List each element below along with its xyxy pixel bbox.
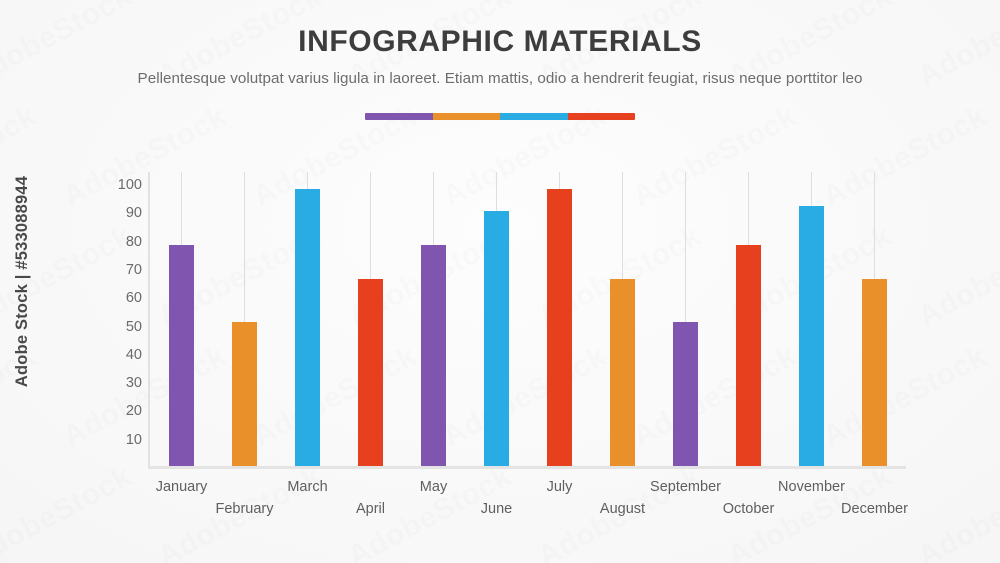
y-axis-tick-10: 10 bbox=[125, 431, 142, 448]
bar-march[interactable] bbox=[295, 188, 320, 466]
x-axis-label-march: March bbox=[287, 479, 328, 495]
x-axis-label-january: January bbox=[155, 479, 208, 495]
accent-rule-segment-2 bbox=[432, 113, 500, 120]
accent-rule-segment-3 bbox=[500, 113, 568, 120]
x-axis-label-column: June bbox=[465, 476, 528, 536]
x-axis-labels: January February March April May June July Augu… bbox=[150, 476, 908, 536]
x-axis-label-december: December bbox=[841, 501, 908, 517]
bar-dropline bbox=[244, 172, 245, 324]
page-subtitle: Pellentesque volutpat varius ligula in l… bbox=[137, 70, 863, 88]
bar-dropline bbox=[874, 172, 875, 282]
bar-column bbox=[654, 172, 717, 468]
x-axis-label-column: July bbox=[528, 476, 591, 536]
x-axis-label-column: March bbox=[276, 476, 339, 536]
bar-chart: 100 90 80 70 60 50 40 30 20 10 bbox=[96, 172, 908, 474]
bar-april[interactable] bbox=[358, 279, 383, 466]
y-axis-line bbox=[148, 172, 150, 468]
bar-series bbox=[150, 172, 906, 468]
bar-dropline bbox=[811, 172, 812, 208]
accent-rule-segment-4 bbox=[567, 113, 635, 120]
x-axis-label-column: November bbox=[778, 476, 845, 536]
page-title: INFOGRAPHIC MATERIALS bbox=[298, 25, 702, 58]
bar-october[interactable] bbox=[736, 245, 761, 466]
bar-column bbox=[339, 172, 402, 468]
x-axis-label-october: October bbox=[722, 501, 775, 517]
x-axis-label-june: June bbox=[480, 501, 513, 517]
x-axis-label-august: August bbox=[599, 501, 646, 517]
bar-december[interactable] bbox=[862, 279, 887, 466]
bar-column bbox=[276, 172, 339, 468]
bar-february[interactable] bbox=[232, 321, 257, 466]
chart-header: INFOGRAPHIC MATERIALS Pellentesque volut… bbox=[0, 25, 1000, 89]
bar-dropline bbox=[181, 172, 182, 248]
bar-may[interactable] bbox=[421, 245, 446, 466]
bar-column bbox=[150, 172, 213, 468]
x-axis-label-column: April bbox=[339, 476, 402, 536]
bar-july[interactable] bbox=[547, 188, 572, 466]
bar-column bbox=[528, 172, 591, 468]
x-axis-label-column: December bbox=[841, 476, 908, 536]
y-axis-tick-30: 30 bbox=[125, 374, 142, 391]
bar-august[interactable] bbox=[610, 279, 635, 466]
x-axis-label-september: September bbox=[650, 479, 721, 495]
accent-rule bbox=[365, 113, 635, 120]
bar-column bbox=[465, 172, 528, 468]
x-axis-label-column: October bbox=[717, 476, 780, 536]
bar-june[interactable] bbox=[484, 211, 509, 466]
bar-dropline bbox=[685, 172, 686, 324]
x-axis-label-column: May bbox=[402, 476, 465, 536]
bar-november[interactable] bbox=[799, 205, 824, 466]
x-axis-label-july: July bbox=[546, 479, 573, 495]
bar-column bbox=[213, 172, 276, 468]
x-axis-label-november: November bbox=[778, 479, 845, 495]
y-axis-tick-40: 40 bbox=[125, 346, 142, 363]
y-axis-tick-100: 100 bbox=[117, 176, 142, 193]
bar-september[interactable] bbox=[673, 321, 698, 466]
bar-column bbox=[843, 172, 906, 468]
x-axis-label-column: February bbox=[213, 476, 276, 536]
x-axis-label-may: May bbox=[419, 479, 448, 495]
y-axis-tick-60: 60 bbox=[125, 289, 142, 306]
x-axis-label-column: August bbox=[591, 476, 654, 536]
accent-rule-segment-1 bbox=[365, 113, 433, 120]
bar-dropline bbox=[370, 172, 371, 282]
bar-column bbox=[591, 172, 654, 468]
bar-dropline bbox=[559, 172, 560, 191]
y-axis-tick-50: 50 bbox=[125, 318, 142, 335]
y-axis-tick-80: 80 bbox=[125, 233, 142, 250]
x-axis-label-column: January bbox=[150, 476, 213, 536]
y-axis-tick-20: 20 bbox=[125, 403, 142, 420]
bar-column bbox=[717, 172, 780, 468]
bar-dropline bbox=[433, 172, 434, 248]
x-axis-label-february: February bbox=[215, 501, 274, 517]
y-axis: 100 90 80 70 60 50 40 30 20 10 bbox=[96, 172, 142, 474]
bar-dropline bbox=[307, 172, 308, 191]
bar-column bbox=[780, 172, 843, 468]
bar-dropline bbox=[622, 172, 623, 282]
bar-january[interactable] bbox=[169, 245, 194, 466]
x-axis-label-column: September bbox=[650, 476, 721, 536]
x-axis-line bbox=[148, 466, 906, 469]
bar-dropline bbox=[496, 172, 497, 214]
bar-dropline bbox=[748, 172, 749, 248]
bar-column bbox=[402, 172, 465, 468]
y-axis-tick-90: 90 bbox=[125, 205, 142, 222]
y-axis-tick-70: 70 bbox=[125, 261, 142, 278]
x-axis-label-april: April bbox=[355, 501, 386, 517]
